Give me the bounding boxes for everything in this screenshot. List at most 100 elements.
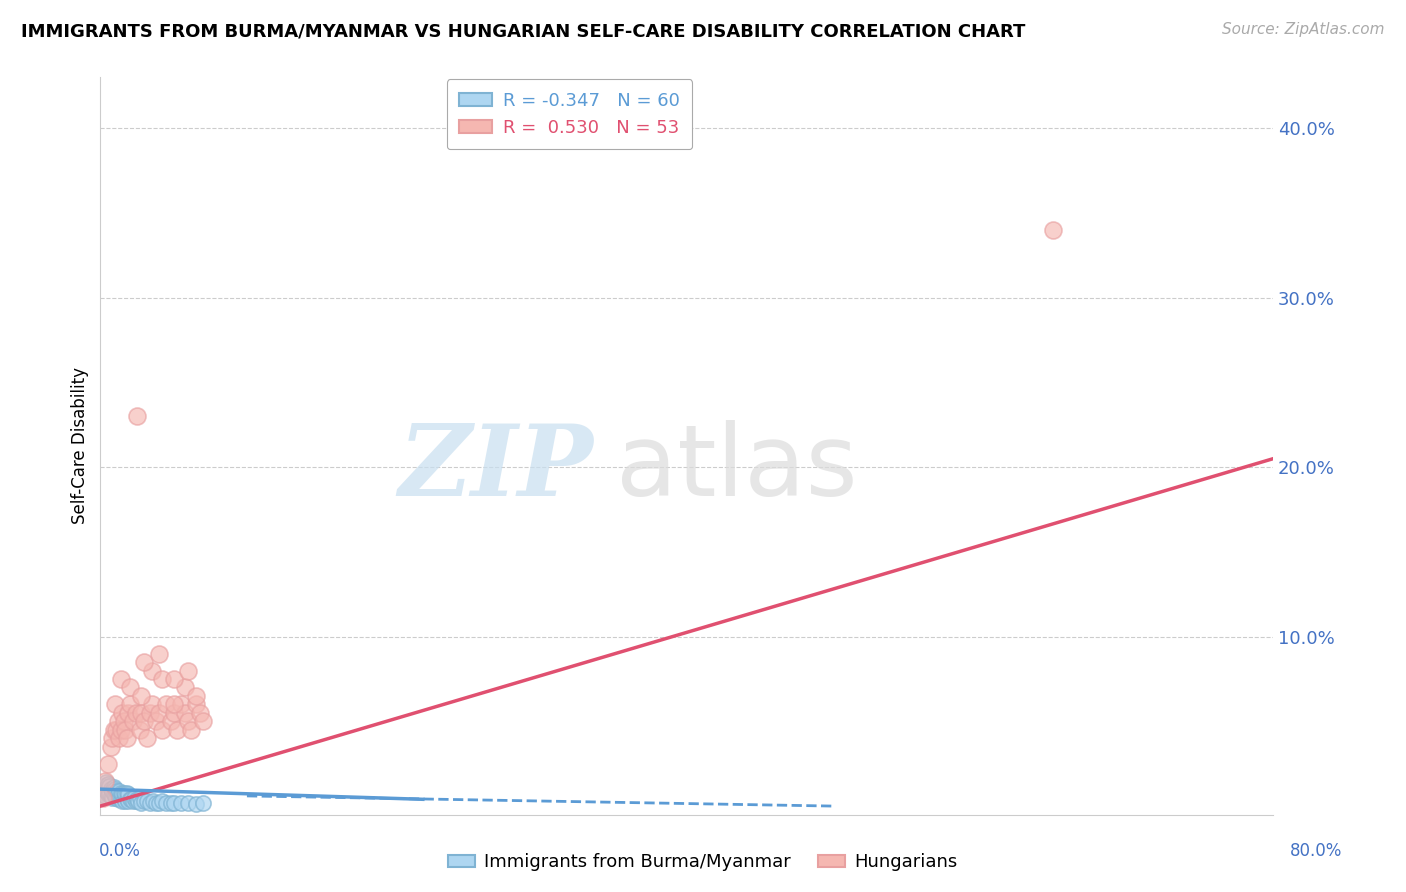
Point — [184, 698, 207, 712]
Point — [94, 782, 117, 797]
Text: 80.0%: 80.0% — [1291, 842, 1343, 860]
Point — [104, 789, 127, 803]
Point — [174, 681, 197, 695]
Point — [100, 739, 122, 754]
Point — [159, 714, 181, 729]
Point — [114, 723, 136, 737]
Point — [108, 790, 131, 805]
Point — [112, 714, 135, 729]
Point — [134, 655, 156, 669]
Point — [136, 731, 159, 746]
Point — [103, 787, 125, 801]
Point — [118, 792, 141, 806]
Point — [191, 714, 214, 729]
Point — [120, 792, 142, 806]
Legend: Immigrants from Burma/Myanmar, Hungarians: Immigrants from Burma/Myanmar, Hungarian… — [441, 847, 965, 879]
Point — [155, 796, 177, 810]
Point — [111, 706, 134, 720]
Text: IMMIGRANTS FROM BURMA/MYANMAR VS HUNGARIAN SELF-CARE DISABILITY CORRELATION CHAR: IMMIGRANTS FROM BURMA/MYANMAR VS HUNGARI… — [21, 22, 1025, 40]
Point — [91, 790, 114, 805]
Text: 0.0%: 0.0% — [98, 842, 141, 860]
Point — [121, 714, 143, 729]
Point — [1042, 223, 1064, 237]
Point — [163, 706, 186, 720]
Point — [111, 787, 134, 801]
Point — [150, 794, 173, 808]
Point — [107, 785, 129, 799]
Point — [125, 792, 148, 806]
Point — [145, 714, 167, 729]
Point — [159, 796, 181, 810]
Point — [177, 664, 200, 678]
Point — [108, 784, 131, 798]
Point — [97, 787, 120, 801]
Point — [110, 672, 132, 686]
Point — [110, 792, 132, 806]
Point — [105, 784, 128, 798]
Point — [150, 723, 173, 737]
Point — [101, 790, 124, 805]
Point — [124, 706, 146, 720]
Point — [115, 785, 138, 799]
Point — [105, 790, 128, 805]
Point — [184, 689, 207, 703]
Point — [134, 794, 156, 808]
Point — [180, 723, 202, 737]
Point — [170, 796, 193, 810]
Point — [114, 794, 136, 808]
Point — [170, 698, 193, 712]
Point — [150, 672, 173, 686]
Point — [115, 792, 138, 806]
Point — [91, 779, 114, 793]
Point — [121, 794, 143, 808]
Point — [96, 775, 118, 789]
Point — [129, 723, 152, 737]
Point — [124, 794, 146, 808]
Point — [141, 698, 163, 712]
Point — [155, 698, 177, 712]
Point — [145, 796, 167, 810]
Point — [163, 698, 186, 712]
Point — [114, 787, 136, 801]
Point — [141, 664, 163, 678]
Point — [139, 796, 162, 810]
Point — [117, 706, 139, 720]
Point — [184, 797, 207, 812]
Point — [115, 731, 138, 746]
Point — [110, 723, 132, 737]
Point — [94, 773, 117, 788]
Text: Source: ZipAtlas.com: Source: ZipAtlas.com — [1222, 22, 1385, 37]
Point — [139, 706, 162, 720]
Point — [101, 784, 124, 798]
Point — [104, 698, 127, 712]
Text: ZIP: ZIP — [398, 420, 593, 516]
Point — [127, 794, 149, 808]
Point — [98, 785, 121, 799]
Point — [96, 784, 118, 798]
Point — [148, 647, 170, 661]
Point — [122, 790, 145, 805]
Point — [90, 790, 112, 805]
Point — [103, 723, 125, 737]
Point — [103, 780, 125, 795]
Text: atlas: atlas — [616, 419, 858, 516]
Point — [148, 796, 170, 810]
Point — [136, 794, 159, 808]
Point — [177, 714, 200, 729]
Point — [134, 714, 156, 729]
Point — [107, 714, 129, 729]
Point — [101, 731, 124, 746]
Point — [97, 756, 120, 771]
Point — [177, 796, 200, 810]
Point — [112, 785, 135, 799]
Legend: R = -0.347   N = 60, R =  0.530   N = 53: R = -0.347 N = 60, R = 0.530 N = 53 — [447, 79, 692, 149]
Point — [188, 706, 211, 720]
Point — [94, 789, 117, 803]
Point — [142, 794, 165, 808]
Point — [163, 672, 186, 686]
Point — [105, 723, 128, 737]
Point — [191, 796, 214, 810]
Point — [104, 782, 127, 797]
Point — [117, 794, 139, 808]
Point — [131, 689, 153, 703]
